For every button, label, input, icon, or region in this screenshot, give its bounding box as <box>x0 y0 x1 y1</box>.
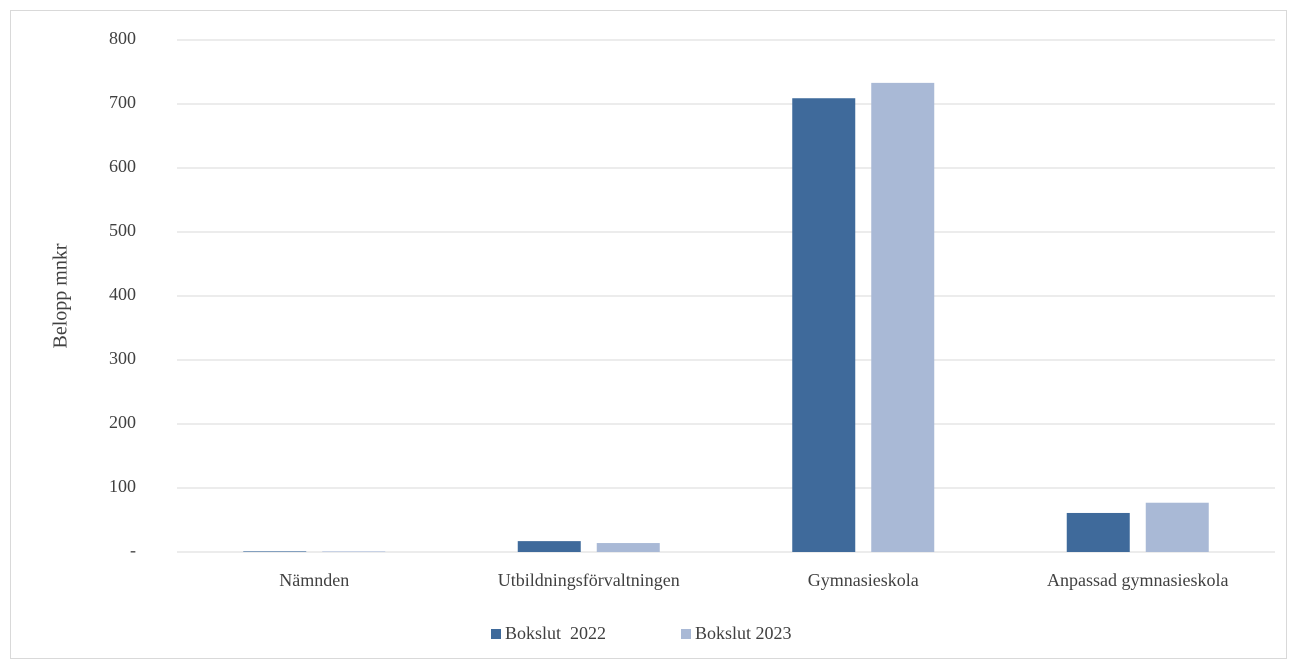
y-tick-label: 800 <box>109 28 136 48</box>
y-axis-label: Belopp mnkr <box>50 243 72 348</box>
legend-label: Bokslut 2022 <box>505 623 606 643</box>
legend-label: Bokslut 2023 <box>695 623 792 643</box>
bar <box>1145 502 1209 552</box>
legend-swatch <box>491 629 501 639</box>
bar <box>517 541 581 552</box>
x-tick-label: Anpassad gymnasieskola <box>1047 570 1228 590</box>
y-tick-label: 300 <box>109 348 136 368</box>
bar <box>792 98 856 553</box>
chart-border <box>10 10 1287 659</box>
y-tick-label: 100 <box>109 476 136 496</box>
x-tick-label: Nämnden <box>279 570 349 590</box>
y-tick-label: - <box>130 540 136 560</box>
legend-swatch <box>681 629 691 639</box>
y-tick-label: 500 <box>109 220 136 240</box>
bar <box>322 551 386 552</box>
y-tick-label: 600 <box>109 156 136 176</box>
x-tick-label: Utbildningsförvaltningen <box>498 570 680 590</box>
bar <box>871 82 935 552</box>
bar <box>1066 512 1130 552</box>
y-tick-label: 200 <box>109 412 136 432</box>
bar <box>243 551 307 552</box>
y-tick-label: 700 <box>109 92 136 112</box>
bar <box>596 543 660 552</box>
x-tick-label: Gymnasieskola <box>808 570 919 590</box>
y-tick-label: 400 <box>109 284 136 304</box>
